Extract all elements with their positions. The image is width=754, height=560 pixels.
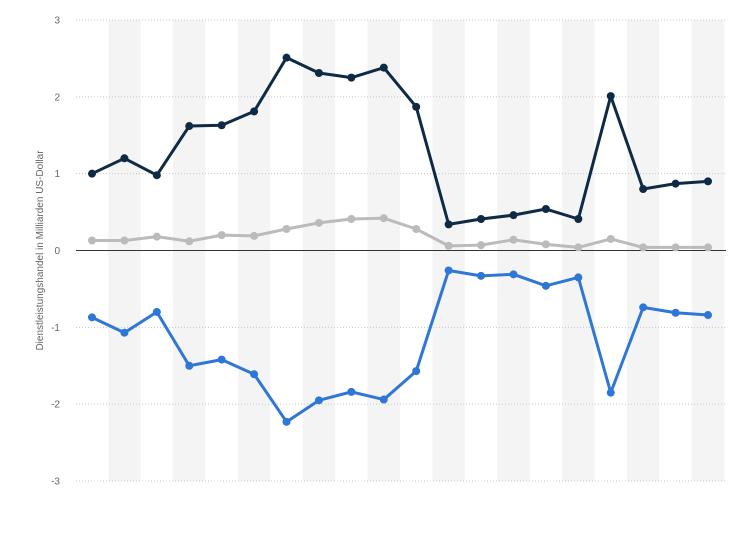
data-point [704, 243, 712, 252]
data-point [347, 73, 356, 82]
data-point [639, 303, 648, 312]
data-point [477, 214, 486, 223]
data-point [314, 218, 323, 227]
data-point [444, 266, 453, 275]
data-point [185, 122, 194, 131]
data-point [412, 224, 421, 233]
data-point [347, 214, 356, 223]
data-point [152, 171, 161, 180]
data-point [671, 179, 680, 188]
y-tick-label: 1 [54, 169, 60, 180]
data-point [152, 232, 161, 241]
data-point [606, 388, 615, 397]
data-point [509, 235, 518, 244]
data-point [379, 214, 388, 223]
data-point [412, 367, 421, 376]
data-point [671, 243, 680, 252]
series-line [90, 56, 710, 226]
data-point [120, 154, 129, 163]
data-point [671, 308, 680, 317]
data-point [606, 234, 615, 243]
data-point [444, 220, 453, 229]
y-tick-label: -2 [51, 400, 60, 411]
data-point [509, 270, 518, 279]
series-line [90, 268, 710, 424]
data-point [444, 241, 453, 250]
data-point [250, 107, 259, 116]
data-point [639, 243, 648, 252]
y-axis-title: Dienstleistungshandel in Milliarden US-D… [35, 150, 46, 351]
series-1 [88, 53, 712, 229]
data-point [185, 361, 194, 370]
data-point [541, 240, 550, 249]
data-point [250, 370, 259, 379]
data-point [314, 69, 323, 78]
y-tick-label: -3 [51, 477, 60, 488]
data-point [606, 92, 615, 101]
data-point [541, 281, 550, 290]
data-point [704, 177, 712, 186]
data-point [217, 231, 226, 240]
data-point [217, 121, 226, 130]
data-point [88, 313, 96, 322]
data-point [639, 185, 648, 194]
data-point [379, 395, 388, 404]
y-tick-label: -1 [51, 323, 60, 334]
data-point [509, 211, 518, 220]
y-tick-label: 2 [54, 92, 60, 103]
data-point [282, 224, 291, 233]
series-3 [88, 266, 712, 426]
data-point [314, 396, 323, 405]
data-point [250, 231, 259, 240]
y-axis-ticks: 3 2 1 0 -1 -2 -3 [51, 16, 60, 488]
data-point [347, 387, 356, 396]
data-point [412, 102, 421, 111]
y-tick-label: 3 [54, 16, 60, 27]
data-point [152, 307, 161, 316]
y-tick-label: 0 [54, 246, 60, 257]
data-point [574, 214, 583, 223]
data-point [541, 205, 550, 214]
data-point [88, 236, 96, 245]
data-point [704, 311, 712, 320]
data-point [185, 237, 194, 246]
data-point [574, 273, 583, 282]
data-point [120, 236, 129, 245]
series-group [88, 53, 712, 426]
data-point [88, 169, 96, 178]
series-line [90, 216, 710, 249]
gridlines [76, 19, 726, 482]
data-point [282, 53, 291, 62]
data-point [379, 63, 388, 72]
data-point [217, 355, 226, 364]
data-point [477, 271, 486, 280]
data-point [120, 328, 129, 337]
data-point [282, 417, 291, 426]
data-point [574, 243, 583, 252]
data-point [477, 241, 486, 250]
series-2 [88, 214, 712, 252]
